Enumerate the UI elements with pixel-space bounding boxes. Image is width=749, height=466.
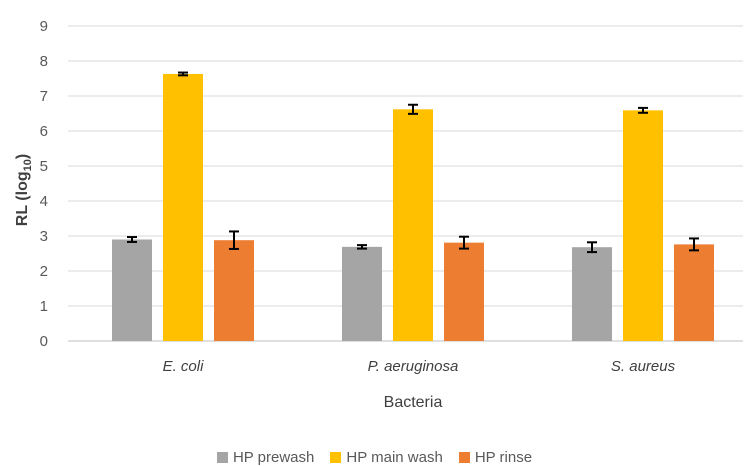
- bar: [674, 244, 714, 341]
- y-tick-label: 2: [40, 263, 48, 280]
- bar: [444, 243, 484, 341]
- bar: [342, 247, 382, 341]
- bar: [572, 247, 612, 341]
- legend-label: HP main wash: [346, 449, 442, 466]
- y-tick-label: 0: [40, 333, 48, 350]
- category-label: S. aureus: [611, 358, 676, 375]
- legend-swatch: [217, 452, 228, 463]
- bar: [112, 240, 152, 342]
- x-axis-title: Bacteria: [384, 394, 443, 411]
- y-tick-label: 3: [40, 228, 48, 245]
- y-tick-label: 6: [40, 123, 48, 140]
- y-axis-title-subscript: 10: [22, 159, 34, 171]
- y-tick-labels: 0 1 2 3 4 5 6 7 8 9: [40, 18, 48, 350]
- legend-label: HP prewash: [233, 449, 314, 466]
- y-tick-label: 8: [40, 53, 48, 70]
- bar: [393, 109, 433, 341]
- y-axis-title: RL (log10): [14, 154, 34, 226]
- category-label: E. coli: [163, 358, 205, 375]
- legend-item: HP rinse: [459, 449, 532, 466]
- y-tick-label: 9: [40, 18, 48, 35]
- legend-swatch: [330, 452, 341, 463]
- category-labels: E. coli P. aeruginosa S. aureus: [163, 358, 676, 375]
- legend-item: HP prewash: [217, 449, 314, 466]
- bar: [214, 240, 254, 341]
- y-axis-title-main: RL (log: [14, 171, 31, 226]
- legend-label: HP rinse: [475, 449, 532, 466]
- legend: HP prewash HP main wash HP rinse: [0, 448, 749, 466]
- bar: [163, 74, 203, 341]
- y-tick-label: 4: [40, 193, 48, 210]
- category-label: P. aeruginosa: [368, 358, 459, 375]
- y-tick-label: 5: [40, 158, 48, 175]
- legend-swatch: [459, 452, 470, 463]
- y-tick-label: 1: [40, 298, 48, 315]
- y-axis-title-end: ): [14, 154, 31, 159]
- y-tick-label: 7: [40, 88, 48, 105]
- bar: [623, 110, 663, 341]
- legend-item: HP main wash: [330, 449, 442, 466]
